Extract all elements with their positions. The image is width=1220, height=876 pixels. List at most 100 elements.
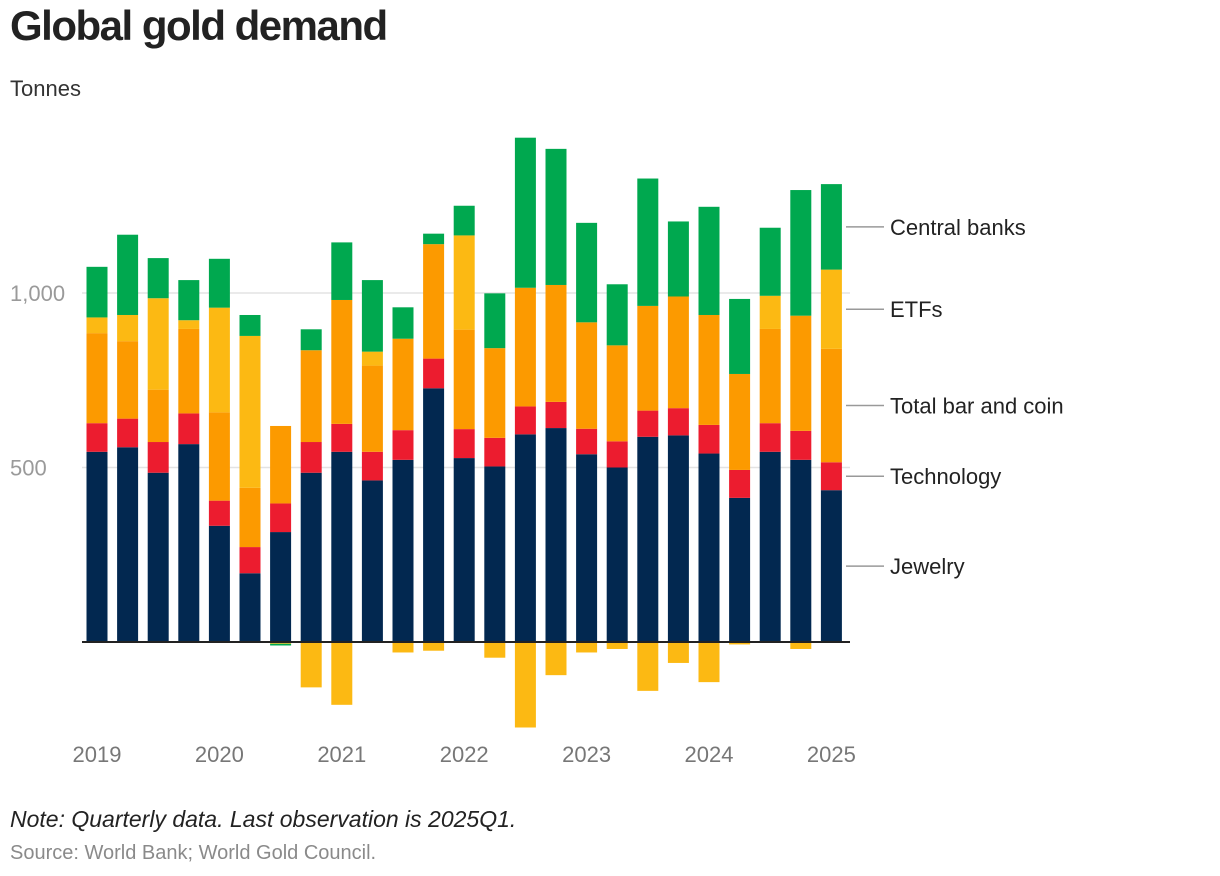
bar-segment-total-bar-and-coin — [729, 373, 751, 470]
bar-segment-total-bar-and-coin — [361, 365, 383, 452]
bar-segment-technology — [300, 442, 322, 473]
bar-segment-etfs — [759, 295, 781, 329]
x-tick-label: 2025 — [807, 742, 856, 767]
bar-segment-total-bar-and-coin — [453, 329, 475, 430]
bar-segment-jewelry — [637, 436, 659, 642]
bar-segment-total-bar-and-coin — [331, 299, 353, 424]
bar-segment-total-bar-and-coin — [117, 341, 139, 419]
bar-segment-etfs — [392, 642, 414, 653]
bar-segment-total-bar-and-coin — [514, 287, 536, 407]
bar-segment-etfs — [576, 642, 598, 653]
bar-segment-jewelry — [820, 490, 842, 642]
bar-segment-technology — [790, 430, 812, 460]
bar-stack-2019Q1 — [86, 266, 108, 642]
bar-segment-etfs — [545, 642, 567, 676]
bar-segment-jewelry — [576, 454, 598, 642]
bar-segment-central-banks — [698, 206, 720, 315]
bar-segment-total-bar-and-coin — [392, 338, 414, 431]
bar-segment-etfs — [423, 642, 445, 651]
bar-segment-total-bar-and-coin — [423, 244, 445, 359]
legend-label: Jewelry — [890, 554, 965, 579]
bar-segment-technology — [514, 406, 536, 435]
bar-segment-etfs — [239, 335, 261, 488]
bar-segment-central-banks — [239, 314, 261, 336]
bar-segment-total-bar-and-coin — [637, 305, 659, 411]
bar-segment-total-bar-and-coin — [86, 333, 108, 424]
bar-segment-central-banks — [86, 266, 108, 318]
bar-segment-central-banks — [667, 221, 689, 297]
bar-segment-total-bar-and-coin — [545, 284, 567, 402]
chart-title: Global gold demand — [10, 2, 388, 49]
bar-stack-2020Q3 — [270, 425, 292, 646]
bar-stack-2021Q2 — [361, 280, 383, 642]
bar-segment-etfs — [300, 642, 322, 688]
bar-segment-etfs — [331, 642, 353, 705]
bar-segment-jewelry — [759, 451, 781, 642]
bar-stack-2021Q1 — [331, 242, 353, 705]
chart-source: Source: World Bank; World Gold Council. — [10, 842, 377, 864]
bar-segment-central-banks — [514, 137, 536, 288]
bar-segment-central-banks — [300, 329, 322, 351]
legend-entry-technology: Technology — [846, 464, 1001, 489]
bar-segment-jewelry — [239, 573, 261, 642]
bar-segment-technology — [392, 430, 414, 460]
bar-segment-central-banks — [392, 307, 414, 339]
bar-segment-technology — [484, 437, 506, 467]
bar-segment-etfs — [178, 320, 200, 329]
bar-segment-technology — [667, 408, 689, 436]
bar-segment-total-bar-and-coin — [208, 412, 230, 501]
bar-segment-jewelry — [667, 435, 689, 642]
bar-segment-technology — [637, 410, 659, 437]
bar-stack-2022Q3 — [514, 137, 536, 728]
bar-segment-central-banks — [453, 205, 475, 236]
bar-segment-jewelry — [484, 466, 506, 642]
bar-segment-technology — [698, 424, 720, 454]
bar-segment-total-bar-and-coin — [667, 296, 689, 409]
bar-stack-2023Q4 — [667, 221, 689, 663]
bar-stack-2022Q4 — [545, 148, 567, 676]
bar-segment-etfs — [361, 351, 383, 366]
bar-segment-etfs — [790, 642, 812, 649]
y-tick-label: 500 — [10, 456, 47, 481]
bar-segment-etfs — [514, 642, 536, 728]
bar-segment-jewelry — [392, 459, 414, 642]
bar-segment-jewelry — [423, 388, 445, 642]
bar-segment-etfs — [484, 642, 506, 658]
bar-segment-central-banks — [208, 258, 230, 308]
bar-stack-2021Q4 — [423, 233, 445, 651]
bar-segment-jewelry — [208, 525, 230, 642]
bar-segment-central-banks — [178, 280, 200, 321]
legend-label: ETFs — [890, 297, 943, 322]
bar-segment-central-banks — [790, 190, 812, 316]
legend-label: Central banks — [890, 215, 1026, 240]
bar-segment-technology — [576, 428, 598, 455]
bar-segment-total-bar-and-coin — [790, 315, 812, 431]
bar-segment-technology — [208, 500, 230, 526]
bar-segment-jewelry — [606, 467, 628, 642]
bar-segment-technology — [820, 462, 842, 491]
legend-entry-jewelry: Jewelry — [846, 554, 965, 579]
bar-segment-technology — [239, 547, 261, 574]
bar-stack-2021Q3 — [392, 307, 414, 653]
bar-segment-technology — [178, 413, 200, 445]
bar-segment-etfs — [606, 642, 628, 649]
bar-stack-2024Q1 — [698, 206, 720, 683]
bar-segment-total-bar-and-coin — [606, 345, 628, 442]
legend-entry-central-banks: Central banks — [846, 215, 1026, 240]
bar-segment-jewelry — [514, 434, 536, 642]
x-tick-label: 2020 — [195, 742, 244, 767]
bar-segment-central-banks — [820, 184, 842, 270]
bar-segment-central-banks — [637, 178, 659, 306]
legend-label: Total bar and coin — [890, 394, 1064, 419]
bar-segment-etfs — [667, 642, 689, 663]
bar-segment-etfs — [729, 642, 751, 645]
bar-stack-2025Q1 — [820, 184, 842, 642]
bar-segment-central-banks — [759, 227, 781, 296]
bar-stack-2019Q3 — [147, 258, 169, 642]
bar-segment-jewelry — [300, 472, 322, 642]
bar-segment-total-bar-and-coin — [147, 389, 169, 443]
x-tick-label: 2024 — [685, 742, 734, 767]
bar-segment-total-bar-and-coin — [178, 328, 200, 414]
bar-segment-central-banks — [729, 298, 751, 374]
